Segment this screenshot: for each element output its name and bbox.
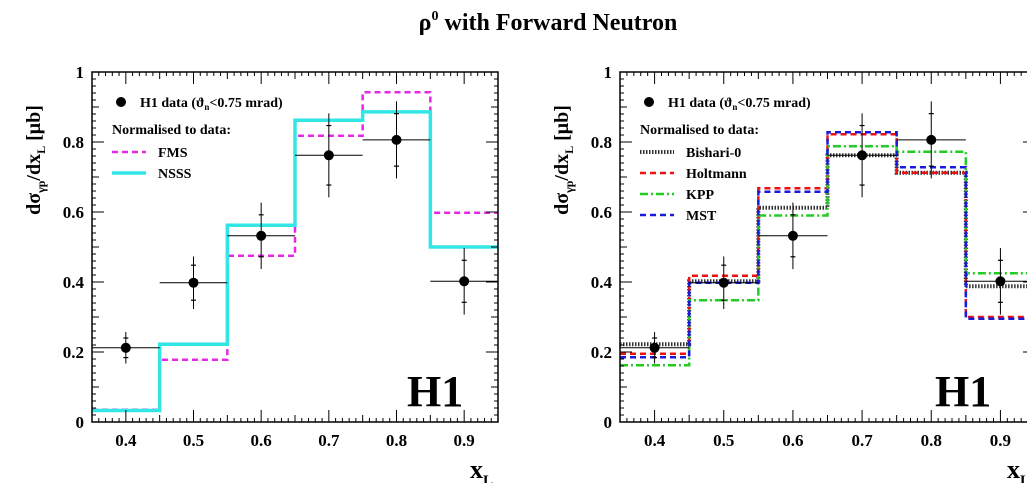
x-tick-label: 0.8	[386, 431, 407, 450]
y-tick-label: 0.6	[591, 203, 612, 222]
x-tick-label: 0.9	[990, 431, 1011, 450]
legend-data-tail: <0.75 mrad)	[209, 96, 283, 111]
figure-title-text: with Forward Neutron	[438, 10, 677, 36]
x-tick-label: 0.7	[318, 431, 340, 450]
x-tick-label: 0.6	[782, 431, 803, 450]
legend-label-holtmann: Holtmann	[686, 167, 747, 182]
x-axis-label: xL	[1007, 455, 1027, 483]
y-axis-label-unit: [μb]	[551, 105, 573, 146]
y-axis-label-mid: /dx	[23, 154, 45, 182]
data-point	[787, 230, 798, 241]
y-axis-label-sub1: γp	[562, 180, 576, 194]
figure-title-superscript: 0	[431, 9, 438, 24]
legend-marker-data	[116, 97, 126, 107]
figure-title-rho: ρ	[419, 10, 432, 36]
y-tick-label: 0	[76, 413, 85, 432]
y-tick-label: 0.2	[63, 343, 84, 362]
chart-panel-left: H10.4 0.5 0.6 0.7 0.8 0.900.20.40.60.81xLdσγp…	[23, 63, 499, 488]
x-tick-label: 0.5	[713, 431, 734, 450]
x-tick-label: 0.9	[454, 431, 475, 450]
y-tick-label: 0.2	[591, 343, 612, 362]
data-point	[857, 150, 868, 161]
series-line-mst	[620, 130, 1027, 359]
legend-label-kpp: KPP	[686, 188, 714, 203]
y-tick-label: 0.4	[591, 273, 613, 292]
legend-data-text: H1 data (ϑ	[140, 96, 204, 111]
x-axis-label-sub: L	[483, 473, 493, 483]
legend-marker-data	[644, 97, 654, 107]
y-tick-label: 0.6	[63, 203, 84, 222]
legend-data-sub: n	[204, 102, 209, 112]
legend-label-fms: FMS	[158, 146, 188, 161]
chart-panel-right: H10.4 0.5 0.6 0.7 0.8 0.900.20.40.60.81xLdσγp…	[551, 63, 1027, 488]
y-axis-label: dσγp/dxL [μb]	[23, 105, 48, 215]
x-axis-label-main: x	[1007, 455, 1020, 483]
x-axis-label: xL	[470, 455, 493, 483]
y-axis-label-sub1: γp	[34, 180, 48, 194]
legend-data-tail: <0.75 mrad)	[737, 96, 811, 111]
data-point	[120, 342, 131, 353]
x-axis-label-sub: L	[1020, 473, 1027, 483]
legend-norm-label: Normalised to data:	[112, 123, 231, 138]
x-axis-label-main: x	[470, 455, 483, 483]
data-point	[995, 276, 1006, 287]
h1-watermark: H1	[407, 367, 463, 416]
y-axis-label-sub2: L	[562, 146, 576, 154]
legend-data-label: H1 data (ϑn<0.75 mrad)	[668, 96, 811, 112]
data-point	[323, 150, 334, 161]
x-tick-label: 0.4	[644, 431, 666, 450]
data-point	[718, 277, 729, 288]
y-axis-label: dσγp/dxL [μb]	[551, 105, 576, 215]
y-tick-label: 0.8	[591, 133, 612, 152]
data-point	[649, 342, 660, 353]
data-point	[256, 230, 267, 241]
legend-data-sub: n	[732, 102, 737, 112]
x-tick-label: 0.4	[115, 431, 137, 450]
y-tick-label: 0	[604, 413, 613, 432]
data-point	[459, 276, 470, 287]
y-tick-label: 1	[604, 63, 613, 82]
legend-label-mst: MST	[686, 209, 717, 224]
x-tick-label: 0.8	[921, 431, 942, 450]
legend-label-bishari-0: Bishari-0	[686, 146, 741, 161]
x-tick-label: 0.6	[251, 431, 272, 450]
y-tick-label: 0.4	[63, 273, 85, 292]
x-tick-label: 0.5	[183, 431, 204, 450]
y-axis-label-mid: /dx	[551, 154, 573, 182]
y-axis-label-sub2: L	[34, 146, 48, 154]
data-point	[188, 277, 199, 288]
figure-title: ρ0 with Forward Neutron	[419, 9, 678, 36]
legend-norm-label: Normalised to data:	[640, 123, 759, 138]
legend-data-label: H1 data (ϑn<0.75 mrad)	[140, 96, 283, 112]
y-axis-label-main: dσ	[23, 193, 45, 215]
y-axis-label-unit: [μb]	[23, 105, 45, 146]
y-tick-label: 1	[76, 63, 85, 82]
data-point	[391, 134, 402, 145]
series-line-nsss	[92, 110, 498, 413]
x-tick-label: 0.7	[851, 431, 873, 450]
y-axis-label-main: dσ	[551, 193, 573, 215]
y-tick-label: 0.8	[63, 133, 84, 152]
legend-data-text: H1 data (ϑ	[668, 96, 732, 111]
h1-watermark: H1	[935, 367, 991, 416]
series-line-holtmann	[620, 133, 1027, 355]
legend-label-nsss: NSSS	[158, 167, 192, 182]
data-point	[926, 134, 937, 145]
